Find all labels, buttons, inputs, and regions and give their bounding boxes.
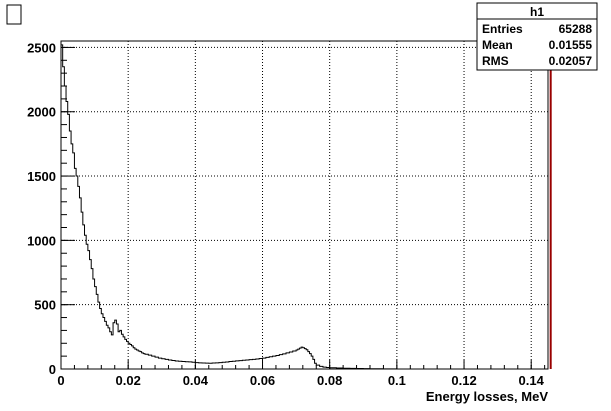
y-tick-label: 0 <box>49 362 56 377</box>
stats-box-title: h1 <box>530 5 544 19</box>
x-tick-label: 0.06 <box>250 373 275 388</box>
y-tick-label: 2500 <box>27 40 56 55</box>
stats-value-entries: 65288 <box>559 22 593 36</box>
stats-box-frame <box>476 2 598 71</box>
x-tick-label: 0.08 <box>317 373 342 388</box>
x-tick-label: 0 <box>57 373 64 388</box>
stats-label-entries: Entries <box>482 22 523 36</box>
y-tick-label: 500 <box>34 298 56 313</box>
stats-value-mean: 0.01555 <box>549 38 593 52</box>
x-tick-label: 0.14 <box>519 373 545 388</box>
x-tick-label: 0.12 <box>451 373 476 388</box>
y-tick-label: 1500 <box>27 169 56 184</box>
histogram-line <box>61 44 548 370</box>
axes: 0 0.02 0.04 0.06 0.08 0.1 0.12 0.14 0 500 1000 1500… <box>27 40 549 388</box>
stats-label-rms: RMS <box>482 54 509 68</box>
stats-value-rms: 0.02057 <box>549 54 593 68</box>
x-axis-title: Energy losses, MeV <box>426 389 548 404</box>
plot-frame <box>60 40 549 370</box>
stats-label-mean: Mean <box>482 38 513 52</box>
y-tick-label: 2000 <box>27 105 56 120</box>
x-tick-label: 0.04 <box>183 373 209 388</box>
canvas-toggle-box[interactable] <box>6 4 22 25</box>
x-tick-label: 0.1 <box>388 373 406 388</box>
histogram-data <box>61 44 548 370</box>
x-tick-label: 0.02 <box>116 373 141 388</box>
grid-lines <box>61 41 548 369</box>
stats-box[interactable]: h1 Entries 65288 Mean 0.01555 RMS 0.0205… <box>476 2 598 71</box>
y-tick-label: 1000 <box>27 233 56 248</box>
